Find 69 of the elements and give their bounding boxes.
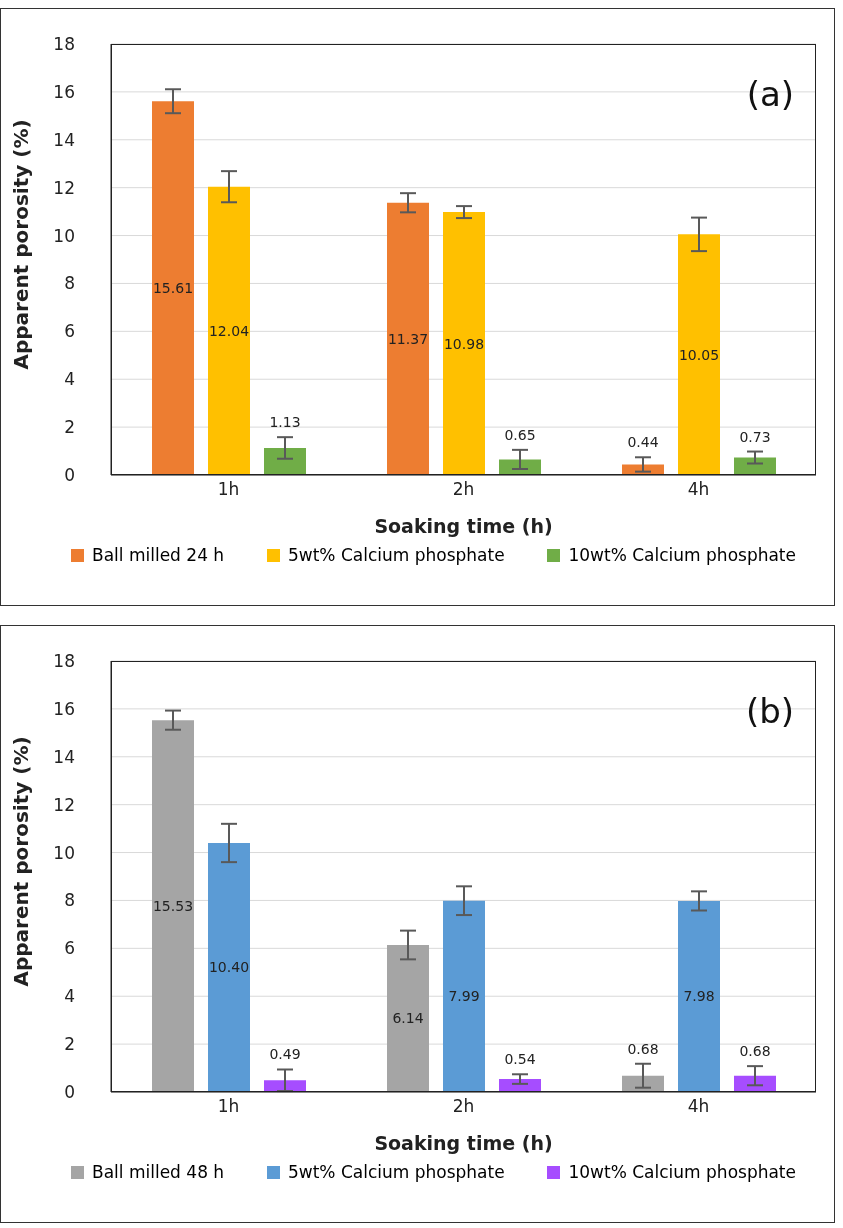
- y-tick-label: 8: [64, 273, 75, 294]
- bar: [499, 459, 541, 475]
- legend-label: 5wt% Calcium phosphate: [286, 1162, 505, 1182]
- data-label: 10.40: [208, 959, 250, 976]
- y-tick-label: 6: [64, 938, 75, 959]
- y-tick-label: 18: [53, 651, 75, 672]
- x-tick-label: 2h: [452, 1096, 475, 1117]
- x-axis-title: Soaking time (h): [374, 515, 553, 537]
- y-tick-label: 10: [53, 842, 75, 863]
- x-axis-title: Soaking time (h): [374, 1132, 553, 1154]
- y-tick-label: 4: [64, 369, 75, 390]
- y-tick-label: 6: [64, 321, 75, 342]
- bar: [208, 842, 250, 1092]
- y-tick-label: 16: [53, 698, 75, 719]
- bar: [387, 202, 429, 475]
- legend-label: Ball milled 24 h: [91, 545, 225, 565]
- y-tick-label: 0: [64, 465, 75, 486]
- y-axis-title: Apparent porosity (%): [9, 736, 34, 987]
- bar: [678, 900, 720, 1092]
- bar: [443, 212, 485, 475]
- bar: [387, 944, 429, 1092]
- data-label: 15.53: [152, 898, 194, 915]
- y-tick-label: 12: [53, 794, 75, 815]
- bar: [264, 447, 306, 475]
- legend-label: 10wt% Calcium phosphate: [567, 545, 796, 565]
- bar: [208, 186, 250, 475]
- data-label: 0.68: [627, 1040, 659, 1057]
- x-tick-label: 1h: [217, 1096, 240, 1117]
- y-tick-label: 14: [53, 746, 75, 767]
- data-label: 0.65: [504, 426, 536, 443]
- legend-label: 5wt% Calcium phosphate: [286, 545, 505, 565]
- bar: [152, 101, 194, 475]
- legend-label: 10wt% Calcium phosphate: [567, 1162, 796, 1182]
- data-label: 11.37: [387, 330, 429, 347]
- bar: [443, 900, 485, 1092]
- data-label: 0.54: [504, 1051, 536, 1068]
- annotation: (a): [746, 74, 794, 114]
- annotation: (b): [745, 691, 794, 731]
- data-label: 7.99: [448, 988, 480, 1005]
- x-tick-label: 2h: [452, 479, 475, 500]
- y-tick-label: 4: [64, 986, 75, 1007]
- y-tick-label: 12: [53, 177, 75, 198]
- y-tick-label: 14: [53, 129, 75, 150]
- legend-label: Ball milled 48 h: [91, 1162, 225, 1182]
- y-tick-label: 8: [64, 890, 75, 911]
- data-label: 0.73: [739, 428, 771, 445]
- y-tick-label: 2: [64, 417, 75, 438]
- data-label: 0.44: [627, 434, 659, 451]
- data-label: 6.14: [392, 1010, 424, 1027]
- data-label: 10.98: [443, 335, 485, 352]
- bar: [678, 234, 720, 475]
- y-tick-label: 0: [64, 1082, 75, 1103]
- data-label: 0.68: [739, 1043, 771, 1060]
- x-tick-label: 4h: [687, 479, 710, 500]
- data-label: 15.61: [152, 280, 194, 297]
- data-label: 1.13: [269, 414, 301, 431]
- data-label: 7.98: [683, 988, 715, 1005]
- y-tick-label: 10: [53, 225, 75, 246]
- x-tick-label: 1h: [217, 479, 240, 500]
- data-label: 10.05: [678, 346, 720, 363]
- y-axis-title: Apparent porosity (%): [9, 119, 34, 370]
- y-tick-label: 18: [53, 34, 75, 55]
- y-tick-label: 2: [64, 1034, 75, 1055]
- bar: [152, 720, 194, 1092]
- x-tick-label: 4h: [687, 1096, 710, 1117]
- data-label: 12.04: [208, 322, 250, 339]
- data-label: 0.49: [269, 1046, 301, 1063]
- bar: [734, 457, 776, 475]
- y-tick-label: 16: [53, 81, 75, 102]
